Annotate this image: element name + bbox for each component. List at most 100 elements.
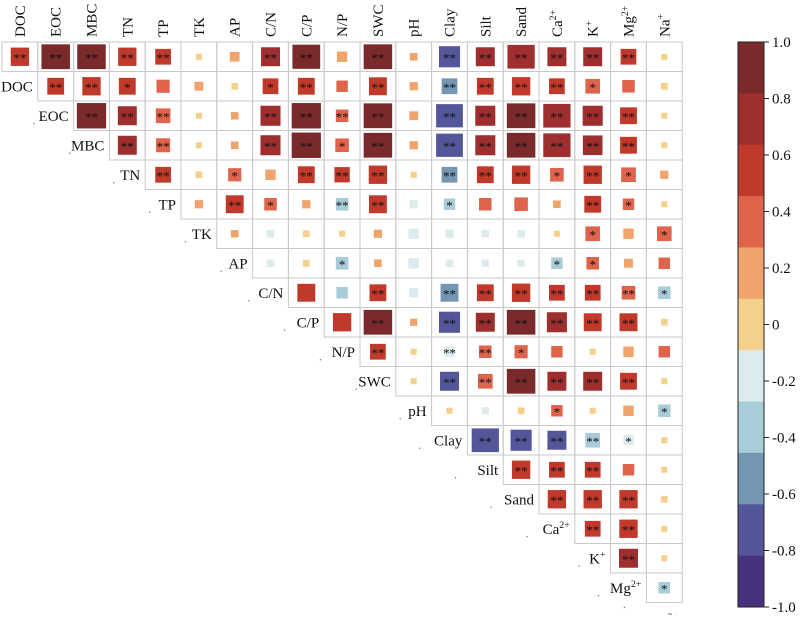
cell-square-tp-tk <box>194 200 204 209</box>
cell-square-clay-silt <box>471 428 499 453</box>
cell-square-doc-eoc <box>47 77 65 95</box>
cell-star-soc-tn: ** <box>121 50 134 65</box>
cell-square-ph-naplus <box>658 404 671 418</box>
cell-star-tn-ap: * <box>231 168 238 183</box>
cell-star-tn-silt: ** <box>479 168 492 183</box>
cell-square-soc-tk <box>195 53 202 60</box>
cell-star-n-p-swc: ** <box>371 345 384 360</box>
cell-square-tk-ph <box>408 228 419 239</box>
col-label-tp: TP <box>156 19 172 37</box>
colorbar-tick-label: 0.8 <box>772 92 791 108</box>
cell-square-tk-c-p <box>302 230 310 238</box>
cell-square-soc-doc <box>10 47 30 66</box>
row-label-ph: pH <box>408 404 427 420</box>
cell-star-doc-ca2plus: ** <box>550 80 563 95</box>
cell-square-doc-ph <box>409 82 418 91</box>
cell-square-clay-naplus <box>661 437 668 444</box>
cell-square-ap-swc <box>374 259 382 268</box>
cell-square-doc-naplus <box>660 82 668 90</box>
row-label-dot <box>220 270 222 272</box>
cell-square-silt-ca2plus <box>549 461 565 478</box>
cell-star-doc-c-n: * <box>267 80 274 95</box>
cell-square-tn-ap <box>228 168 242 182</box>
col-label-tk: TK <box>192 17 208 37</box>
cell-star-ph-naplus: * <box>661 404 668 419</box>
cell-square-eoc-tk <box>195 112 202 119</box>
cell-square-c-p-swc <box>363 309 393 335</box>
cell-star-ca2plus-kplus: ** <box>586 522 599 537</box>
cell-square-soc-naplus <box>661 53 668 60</box>
cell-square-eoc-n-p <box>335 109 349 123</box>
cell-star-ap-n-p: * <box>339 257 346 272</box>
cell-square-doc-swc <box>368 77 387 96</box>
row-label-dot <box>355 388 357 390</box>
cell-square-tp-ph <box>409 200 418 209</box>
cell-star-swc-clay: ** <box>443 375 456 390</box>
cell-square-tp-naplus <box>661 201 668 208</box>
cell-star-silt-kplus: ** <box>586 463 599 478</box>
row-label-doc: DOC <box>1 79 33 95</box>
cell-square-eoc-tn <box>117 106 137 126</box>
cell-square-ph-ca2plus <box>551 405 563 417</box>
col-label-mg2plus-charge: 2+ <box>620 5 631 16</box>
colorbar-tick-label: -0.2 <box>772 374 796 390</box>
cell-square-c-p-ph <box>410 318 418 326</box>
col-label-c-n: C/N <box>264 12 280 37</box>
cell-star-mbc-n-p: * <box>339 139 346 154</box>
cell-star-tn-tp: ** <box>157 168 170 183</box>
col-label-tn: TN <box>120 17 136 37</box>
cell-square-tn-silt <box>476 166 494 184</box>
cell-star-mg2plus-naplus: * <box>661 581 668 596</box>
cell-square-tn-kplus <box>583 165 602 184</box>
row-label-eoc: EOC <box>39 109 69 125</box>
cell-star-swc-sand: ** <box>515 375 528 390</box>
cell-star-mbc-tp: ** <box>157 139 170 154</box>
col-label-ca2plus-charge: 2+ <box>548 9 559 20</box>
col-label-ph: pH <box>407 19 423 38</box>
cell-star-tn-kplus: ** <box>586 168 599 183</box>
cell-star-mbc-c-p: ** <box>300 139 313 154</box>
col-label-naplus-base: Na <box>657 19 673 37</box>
cell-star-soc-c-n: ** <box>264 50 277 65</box>
cell-square-eoc-c-n <box>260 105 281 126</box>
cell-square-doc-ca2plus <box>549 78 565 95</box>
cell-star-soc-c-p: ** <box>300 50 313 65</box>
cell-star-c-p-sand: ** <box>515 316 528 331</box>
cell-square-swc-clay <box>440 371 459 391</box>
cell-square-soc-swc <box>363 44 393 70</box>
cell-star-soc-doc: ** <box>13 50 26 65</box>
colorbar-tick-label: 1.0 <box>772 35 791 51</box>
cell-star-c-p-ca2plus: ** <box>550 316 563 331</box>
col-label-kplus: K+ <box>584 20 602 37</box>
cell-square-c-n-naplus <box>658 286 671 300</box>
cell-square-soc-kplus <box>583 47 603 67</box>
cell-square-eoc-c-p <box>291 103 321 129</box>
cell-star-doc-eoc: ** <box>49 80 62 95</box>
cell-square-n-p-sand <box>514 345 528 359</box>
cell-square-c-p-sand <box>506 309 536 335</box>
cell-square-tp-silt <box>479 197 492 211</box>
col-label-mg2plus: Mg2+ <box>620 5 638 37</box>
cell-square-soc-ap <box>229 51 240 62</box>
cell-square-sand-ca2plus <box>547 490 567 509</box>
cell-square-c-n-clay <box>440 283 459 302</box>
row-label-dot <box>454 477 457 479</box>
cell-star-c-n-naplus: * <box>661 286 668 301</box>
cell-square-mg2plus-naplus <box>658 582 671 594</box>
colorbar-tick-label: 0.4 <box>772 205 791 221</box>
cell-square-eoc-swc <box>363 103 393 129</box>
cell-square-clay-mg2plus <box>623 435 634 446</box>
cell-star-soc-mbc: ** <box>85 50 98 65</box>
cell-square-mbc-kplus <box>582 135 603 156</box>
row-label-dot <box>418 447 421 449</box>
cell-star-c-p-silt: ** <box>479 316 492 331</box>
cell-square-mbc-ap <box>230 141 239 150</box>
cell-square-mbc-c-p <box>291 132 321 158</box>
colorbar-band <box>738 504 764 557</box>
cell-square-clay-ca2plus <box>547 430 567 450</box>
cell-star-tn-swc: ** <box>371 168 384 183</box>
cell-square-ap-n-p <box>335 256 349 270</box>
cell-star-soc-ca2plus: ** <box>550 50 563 65</box>
cell-square-n-p-ph <box>410 348 417 355</box>
cell-square-soc-clay <box>438 46 461 68</box>
